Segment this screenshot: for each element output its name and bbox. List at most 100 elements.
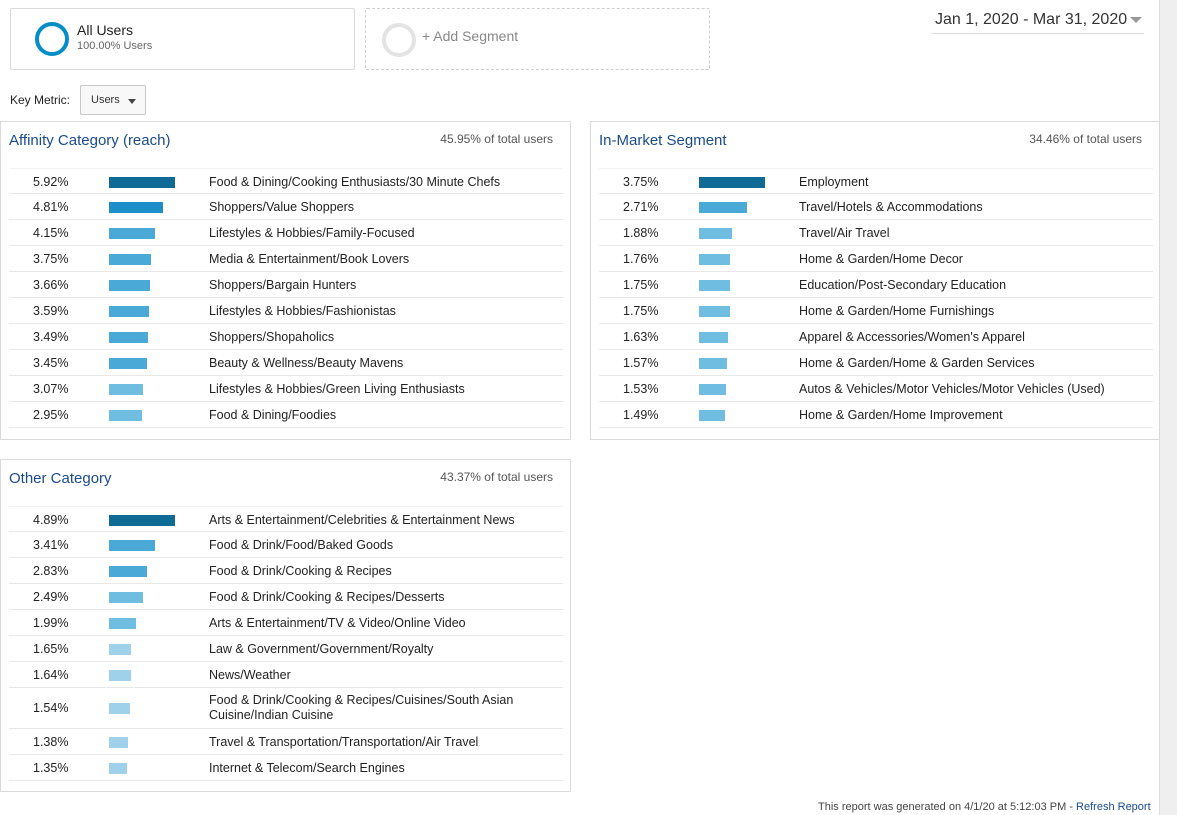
key-metric-select[interactable]: Users [80, 85, 146, 115]
segment-placeholder-ring-icon [382, 23, 416, 57]
row-bar [699, 409, 725, 421]
row-percentage: 1.35% [33, 760, 69, 775]
row-percentage: 3.75% [33, 251, 69, 266]
page-scrollbar[interactable] [1159, 0, 1177, 815]
row-bar [109, 176, 175, 188]
row-label: Shoppers/Shopaholics [209, 329, 335, 344]
table-row: 1.99% Arts & Entertainment/TV & Video/Onl… [9, 610, 563, 636]
row-percentage: 3.41% [33, 537, 69, 552]
row-percentage: 1.76% [623, 251, 659, 266]
row-bar [699, 331, 728, 343]
row-label: Food & Dining/Cooking Enthusiasts/30 Min… [209, 174, 501, 189]
table-row: 2.71% Travel/Hotels & Accommodations [599, 194, 1153, 220]
key-metric-value: Users [91, 94, 120, 106]
row-percentage: 1.54% [33, 701, 69, 715]
panel-rows: 5.92% Food & Dining/Cooking Enthusiasts/3… [9, 168, 563, 428]
date-range-picker[interactable]: Jan 1, 2020 - Mar 31, 2020 [932, 8, 1144, 34]
row-bar [699, 227, 732, 239]
row-label: Arts & Entertainment/Celebrities & Enter… [209, 512, 515, 527]
row-label: Lifestyles & Hobbies/Family-Focused [209, 225, 415, 240]
row-percentage: 1.75% [623, 277, 659, 292]
table-row: 1.64% News/Weather [9, 662, 563, 688]
row-bar [109, 703, 130, 714]
row-bar [109, 383, 143, 395]
row-bar [109, 201, 163, 213]
table-row: 1.65% Law & Government/Government/Royalty [9, 636, 563, 662]
row-label: Arts & Entertainment/TV & Video/Online V… [209, 615, 466, 630]
panel-title[interactable]: In-Market Segment [599, 132, 727, 149]
in-market-segment-panel: In-Market Segment 34.46% of total users … [590, 121, 1160, 440]
table-row: 2.83% Food & Drink/Cooking & Recipes [9, 558, 563, 584]
table-row: 1.53% Autos & Vehicles/Motor Vehicles/Mot… [599, 376, 1153, 402]
row-label: Home & Garden/Home Decor [799, 251, 963, 266]
row-label: Travel/Air Travel [799, 225, 890, 240]
table-row: 1.88% Travel/Air Travel [599, 220, 1153, 246]
table-row: 1.54% Food & Drink/Cooking & Recipes/Cuis… [9, 688, 563, 729]
row-label: Lifestyles & Hobbies/Fashionistas [209, 303, 396, 318]
row-label: Home & Garden/Home Furnishings [799, 303, 995, 318]
table-row: 4.89% Arts & Entertainment/Celebrities & … [9, 506, 563, 532]
panel-total: 43.37% of total users [440, 470, 553, 484]
row-percentage: 1.57% [623, 355, 659, 370]
table-row: 1.63% Apparel & Accessories/Women's Appar… [599, 324, 1153, 350]
row-bar [109, 227, 155, 239]
table-row: 1.75% Education/Post-Secondary Education [599, 272, 1153, 298]
table-row: 1.38% Travel & Transportation/Transportat… [9, 729, 563, 755]
row-label: Apparel & Accessories/Women's Apparel [799, 329, 1025, 344]
panel-title[interactable]: Other Category [9, 470, 112, 487]
add-segment-button[interactable]: + Add Segment [365, 8, 710, 70]
table-row: 3.66% Shoppers/Bargain Hunters [9, 272, 563, 298]
row-percentage: 2.71% [623, 199, 659, 214]
table-row: 1.75% Home & Garden/Home Furnishings [599, 298, 1153, 324]
row-bar [699, 383, 726, 395]
row-bar [109, 617, 136, 629]
table-row: 1.35% Internet & Telecom/Search Engines [9, 755, 563, 781]
row-percentage: 3.75% [623, 174, 659, 189]
table-row: 4.15% Lifestyles & Hobbies/Family-Focused [9, 220, 563, 246]
refresh-report-link[interactable]: Refresh Report [1076, 801, 1151, 813]
panel-title[interactable]: Affinity Category (reach) [9, 132, 171, 149]
row-bar [109, 591, 143, 603]
row-label: Media & Entertainment/Book Lovers [209, 251, 410, 266]
row-percentage: 3.66% [33, 277, 69, 292]
row-label: Home & Garden/Home & Garden Services [799, 355, 1035, 370]
row-label: Food & Drink/Cooking & Recipes/Cuisines/… [209, 693, 514, 722]
row-label: Travel & Transportation/Transportation/A… [209, 734, 479, 749]
row-label: Law & Government/Government/Royalty [209, 641, 434, 656]
row-percentage: 1.75% [623, 303, 659, 318]
row-bar [109, 409, 142, 421]
row-label: Home & Garden/Home Improvement [799, 407, 1003, 422]
row-bar [109, 762, 127, 774]
row-bar [109, 736, 128, 748]
row-percentage: 2.95% [33, 407, 69, 422]
row-bar [699, 176, 765, 188]
row-percentage: 4.81% [33, 199, 69, 214]
row-bar [109, 539, 155, 551]
row-percentage: 1.63% [623, 329, 659, 344]
row-percentage: 3.49% [33, 329, 69, 344]
segment-subtitle: 100.00% Users [77, 40, 153, 52]
row-bar [109, 357, 147, 369]
date-range-text: Jan 1, 2020 - Mar 31, 2020 [935, 11, 1128, 28]
row-bar [109, 279, 150, 291]
chevron-down-icon [1130, 17, 1142, 23]
table-row: 3.45% Beauty & Wellness/Beauty Mavens [9, 350, 563, 376]
footer-text: This report was generated on 4/1/20 at 5… [818, 801, 1077, 813]
row-bar [109, 305, 149, 317]
row-percentage: 1.53% [623, 381, 659, 396]
row-percentage: 1.38% [33, 734, 69, 749]
row-bar [699, 357, 727, 369]
report-footer: This report was generated on 4/1/20 at 5… [818, 801, 1151, 813]
row-label: Autos & Vehicles/Motor Vehicles/Motor Ve… [799, 381, 1105, 396]
panel-rows: 3.75% Employment 2.71% Travel/Hotels & Acco… [599, 168, 1153, 428]
row-label: Shoppers/Bargain Hunters [209, 277, 357, 292]
panel-total: 34.46% of total users [1029, 132, 1142, 146]
chevron-down-icon [128, 99, 136, 104]
row-percentage: 5.92% [33, 174, 69, 189]
key-metric-label: Key Metric: [10, 93, 71, 107]
row-bar [699, 253, 730, 265]
table-row: 3.75% Media & Entertainment/Book Lovers [9, 246, 563, 272]
segment-all-users[interactable]: All Users 100.00% Users [10, 8, 355, 70]
row-label: Food & Drink/Food/Baked Goods [209, 537, 394, 552]
row-bar [699, 305, 730, 317]
